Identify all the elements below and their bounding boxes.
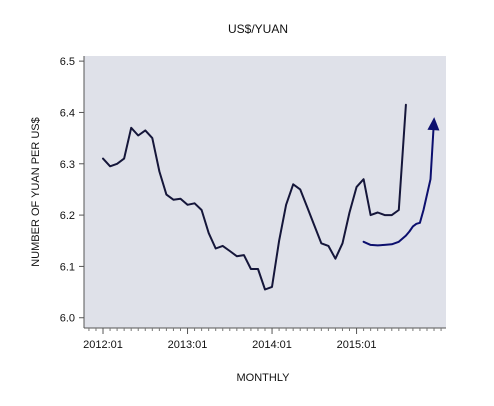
- y-tick-label: 6.3: [60, 159, 75, 171]
- x-tick-label: 2015:01: [337, 339, 377, 351]
- x-axis-label: MONTHLY: [237, 372, 291, 384]
- x-tick-label: 2013:01: [168, 339, 208, 351]
- x-tick-label: 2012:01: [83, 339, 123, 351]
- x-tick-label: 2014:01: [252, 339, 292, 351]
- x-axis-minor-ticks: [88, 328, 442, 331]
- y-tick-label: 6.0: [60, 313, 75, 325]
- chart-title: US$/YUAN: [228, 22, 288, 36]
- series-layer: [102, 103, 440, 291]
- series-arrowhead: [427, 117, 440, 131]
- y-tick-label: 6.4: [60, 107, 75, 119]
- y-axis-ticks: 6.0 6.1 6.2 6.3 6.4 6.5: [60, 56, 84, 325]
- series-line-2: [362, 119, 435, 247]
- y-tick-label: 6.5: [60, 56, 75, 68]
- series-line-1: [102, 103, 407, 291]
- x-axis-ticks: 2012:01 2013:01 2014:01 2015:01: [83, 328, 376, 351]
- y-tick-label: 6.1: [60, 261, 75, 273]
- y-axis-label: NUMBER OF YUAN PER US$: [30, 117, 42, 267]
- plot-area: [84, 56, 446, 328]
- y-tick-label: 6.2: [60, 210, 75, 222]
